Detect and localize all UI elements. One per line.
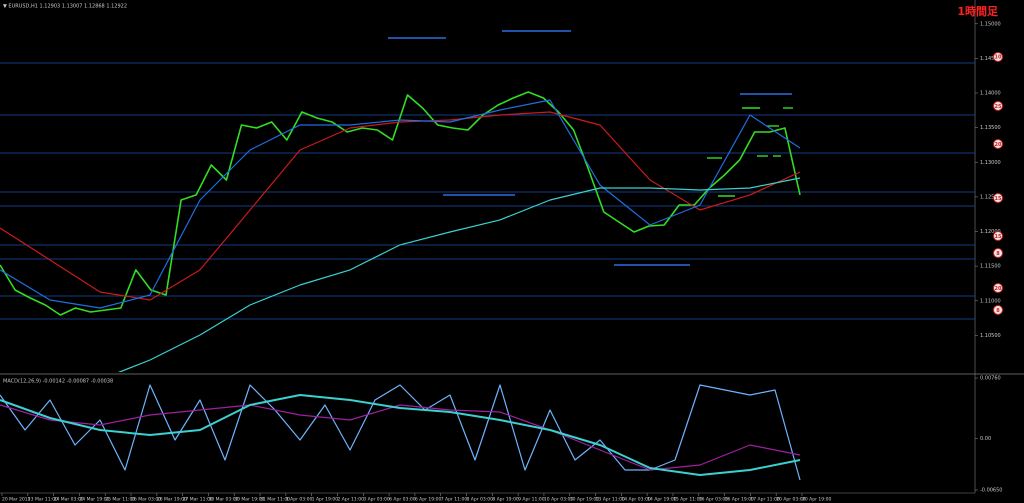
series-line <box>0 91 801 316</box>
x-tick-label: 30 Mar 03:00 <box>208 497 238 503</box>
y-tick-label: -0.00650 <box>980 488 1002 494</box>
level-marker <box>993 51 1003 62</box>
x-tick-label: 14 Apr 03:00 <box>621 497 650 503</box>
annotation-dashes-green <box>707 107 793 197</box>
x-tick-label: 27 Mar 11:00 <box>183 497 213 503</box>
y-tick-label: 1.11000 <box>980 298 1001 304</box>
indicator-header: MACD(12,26,9) -0.00142 -0.00087 -0.00038 <box>3 379 113 385</box>
x-tick-label: 10 Apr 19:00 <box>570 497 599 503</box>
x-tick-label: 26 Mar 19:00 <box>157 497 187 503</box>
level-marker-label: 20 <box>995 286 1002 292</box>
y-tick-label: 1.10500 <box>980 333 1001 339</box>
level-marker-label: 8 <box>996 308 1000 314</box>
y-tick-label: 1.12000 <box>980 229 1001 235</box>
x-tick-label: 8 Apr 19:00 <box>492 497 519 503</box>
x-tick-label: 20 Apr 03:00 <box>776 497 805 503</box>
y-tick-label: 1.14000 <box>980 91 1001 97</box>
x-tick-label: 23 Mar 11:00 <box>28 497 58 503</box>
level-marker <box>993 283 1003 294</box>
series-line <box>0 99 801 309</box>
level-marker <box>993 304 1003 315</box>
level-marker <box>993 192 1003 203</box>
x-tick-label: 10 Apr 03:00 <box>544 497 573 503</box>
annotation-dashes <box>388 30 792 266</box>
x-tick-label: 14 Apr 19:00 <box>647 497 676 503</box>
x-tick-label: 17 Apr 11:00 <box>750 497 779 503</box>
y-tick-label: 1.13500 <box>980 125 1001 131</box>
x-tick-label: 24 Mar 19:00 <box>79 497 109 503</box>
level-marker-label: 15 <box>995 196 1002 202</box>
series-group <box>0 91 801 372</box>
y-tick-label: 1.15000 <box>980 21 1001 27</box>
level-marker-label: 8 <box>996 251 1000 257</box>
x-tick-label: 16 Apr 19:00 <box>725 497 754 503</box>
series-line <box>0 394 801 476</box>
x-tick-label: 3 Apr 03:00 <box>363 497 390 503</box>
y-tick-label: 1.12500 <box>980 194 1001 200</box>
x-tick-label: 9 Apr 11:00 <box>518 497 545 503</box>
level-marker-label: 10 <box>995 55 1002 61</box>
series-line <box>0 111 801 301</box>
x-tick-label: 16 Apr 03:00 <box>699 497 728 503</box>
level-marker <box>993 138 1003 149</box>
x-tick-label: 26 Mar 03:00 <box>131 497 161 503</box>
level-marker-label: 15 <box>995 234 1002 240</box>
x-tick-label: 8 Apr 03:00 <box>467 497 494 503</box>
series-line <box>0 404 801 471</box>
x-tick-label: 24 Mar 03:00 <box>54 497 84 503</box>
x-tick-label: 20 Apr 19:00 <box>802 497 831 503</box>
x-tick-label: 13 Apr 11:00 <box>596 497 625 503</box>
x-tick-label: 30 Mar 19:00 <box>234 497 264 503</box>
timeframe-badge: 1時間足 <box>957 4 999 18</box>
chart-header: ▼ EURUSD,H1 1.12903 1.13007 1.12868 1.12… <box>3 4 127 10</box>
x-tick-label: 7 Apr 11:00 <box>441 497 468 503</box>
x-tick-label: 6 Apr 03:00 <box>389 497 416 503</box>
series-group <box>0 384 801 481</box>
x-tick-label: 15 Apr 11:00 <box>673 497 702 503</box>
x-tick-label: 31 Mar 11:00 <box>260 497 290 503</box>
y-tick-label: 0.00760 <box>980 376 1001 382</box>
y-tick-label: 1.14500 <box>980 56 1001 62</box>
series-line <box>117 177 801 372</box>
series-line <box>0 384 801 481</box>
x-tick-label: 1 Apr 03:00 <box>286 497 313 503</box>
level-marker-label: 25 <box>995 104 1002 110</box>
y-tick-label: 1.13000 <box>980 160 1001 166</box>
y-tick-label: 0.00 <box>980 436 991 442</box>
x-tick-label: 20 Mar 2015 <box>2 497 31 503</box>
x-tick-label: 1 Apr 19:00 <box>312 497 339 503</box>
level-marker <box>993 248 1003 259</box>
x-tick-label: 25 Mar 11:00 <box>105 497 135 503</box>
level-marker <box>993 100 1003 111</box>
x-tick-label: 6 Apr 19:00 <box>415 497 442 503</box>
x-tick-label: 2 Apr 11:00 <box>337 497 364 503</box>
level-marker <box>993 231 1003 242</box>
level-marker-label: 20 <box>995 142 1002 148</box>
y-tick-label: 1.11500 <box>980 264 1001 270</box>
